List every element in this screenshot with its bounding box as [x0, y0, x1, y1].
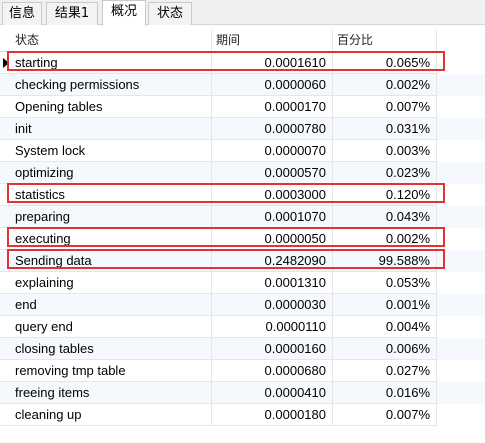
percent-cell[interactable]: 0.006%	[333, 338, 437, 360]
percent-cell[interactable]: 0.053%	[333, 272, 437, 294]
state-cell[interactable]: preparing	[11, 206, 212, 228]
percent-cell[interactable]: 0.004%	[333, 316, 437, 338]
percent-cell[interactable]: 0.065%	[333, 52, 437, 74]
table-row[interactable]: checking permissions 0.0000060 0.002%	[0, 74, 485, 96]
table-row[interactable]: Opening tables 0.0000170 0.007%	[0, 96, 485, 118]
state-cell[interactable]: explaining	[11, 272, 212, 294]
percent-cell[interactable]: 0.001%	[333, 294, 437, 316]
result-tab-bar: 信息 结果1 概况 状态	[0, 0, 485, 26]
table-row[interactable]: end 0.0000030 0.001%	[0, 294, 485, 316]
state-cell[interactable]: optimizing	[11, 162, 212, 184]
table-row[interactable]: starting 0.0001610 0.065%	[0, 52, 485, 74]
row-indicator[interactable]	[0, 272, 11, 294]
tab-status[interactable]: 状态	[148, 2, 192, 25]
column-header-state[interactable]: 状态	[11, 30, 212, 52]
state-cell[interactable]: end	[11, 294, 212, 316]
percent-cell[interactable]: 0.027%	[333, 360, 437, 382]
duration-cell[interactable]: 0.0000030	[212, 294, 333, 316]
row-indicator[interactable]	[0, 382, 11, 404]
row-indicator[interactable]	[0, 184, 11, 206]
row-indicator[interactable]	[0, 316, 11, 338]
state-cell[interactable]: executing	[11, 228, 212, 250]
percent-cell[interactable]: 0.120%	[333, 184, 437, 206]
percent-cell[interactable]: 0.031%	[333, 118, 437, 140]
duration-cell[interactable]: 0.0001070	[212, 206, 333, 228]
column-header-percent[interactable]: 百分比	[333, 30, 437, 52]
percent-cell[interactable]: 0.002%	[333, 228, 437, 250]
duration-cell[interactable]: 0.0000680	[212, 360, 333, 382]
table-row[interactable]: cleaning up 0.0000180 0.007%	[0, 404, 485, 426]
percent-cell[interactable]: 0.016%	[333, 382, 437, 404]
duration-cell[interactable]: 0.0000780	[212, 118, 333, 140]
table-row[interactable]: System lock 0.0000070 0.003%	[0, 140, 485, 162]
row-indicator[interactable]	[0, 404, 11, 426]
duration-cell[interactable]: 0.0001610	[212, 52, 333, 74]
percent-cell[interactable]: 0.003%	[333, 140, 437, 162]
state-cell[interactable]: checking permissions	[11, 74, 212, 96]
percent-cell[interactable]: 0.023%	[333, 162, 437, 184]
table-row[interactable]: Sending data 0.2482090 99.588%	[0, 250, 485, 272]
percent-cell[interactable]: 0.007%	[333, 404, 437, 426]
tab-profile[interactable]: 概况	[102, 0, 146, 26]
state-cell[interactable]: cleaning up	[11, 404, 212, 426]
state-cell[interactable]: Sending data	[11, 250, 212, 272]
table-row[interactable]: executing 0.0000050 0.002%	[0, 228, 485, 250]
duration-cell[interactable]: 0.0003000	[212, 184, 333, 206]
state-cell[interactable]: removing tmp table	[11, 360, 212, 382]
tab-info[interactable]: 信息	[2, 2, 42, 25]
duration-cell[interactable]: 0.0001310	[212, 272, 333, 294]
duration-cell[interactable]: 0.0000160	[212, 338, 333, 360]
duration-cell[interactable]: 0.0000060	[212, 74, 333, 96]
duration-cell[interactable]: 0.0000180	[212, 404, 333, 426]
duration-cell[interactable]: 0.0000110	[212, 316, 333, 338]
table-row[interactable]: preparing 0.0001070 0.043%	[0, 206, 485, 228]
row-indicator[interactable]	[0, 74, 11, 96]
table-row[interactable]: init 0.0000780 0.031%	[0, 118, 485, 140]
row-indicator[interactable]	[0, 96, 11, 118]
row-indicator[interactable]	[0, 338, 11, 360]
state-cell[interactable]: Opening tables	[11, 96, 212, 118]
percent-cell[interactable]: 0.007%	[333, 96, 437, 118]
table-row[interactable]: closing tables 0.0000160 0.006%	[0, 338, 485, 360]
state-cell[interactable]: System lock	[11, 140, 212, 162]
row-indicator[interactable]	[0, 294, 11, 316]
row-indicator[interactable]	[0, 162, 11, 184]
duration-cell[interactable]: 0.0000170	[212, 96, 333, 118]
state-cell[interactable]: closing tables	[11, 338, 212, 360]
state-cell[interactable]: query end	[11, 316, 212, 338]
table-row[interactable]: freeing items 0.0000410 0.016%	[0, 382, 485, 404]
table-row[interactable]: optimizing 0.0000570 0.023%	[0, 162, 485, 184]
duration-cell[interactable]: 0.0000570	[212, 162, 333, 184]
current-row-arrow-icon	[3, 58, 9, 68]
row-indicator[interactable]	[0, 360, 11, 382]
tab-result-1[interactable]: 结果1	[46, 2, 98, 25]
duration-cell[interactable]: 0.0000050	[212, 228, 333, 250]
percent-cell[interactable]: 99.588%	[333, 250, 437, 272]
percent-cell[interactable]: 0.002%	[333, 74, 437, 96]
table-row[interactable]: removing tmp table 0.0000680 0.027%	[0, 360, 485, 382]
table-row[interactable]: statistics 0.0003000 0.120%	[0, 184, 485, 206]
row-indicator[interactable]	[0, 228, 11, 250]
table-row[interactable]: query end 0.0000110 0.004%	[0, 316, 485, 338]
percent-cell[interactable]: 0.043%	[333, 206, 437, 228]
grid-header: 状态 期间 百分比	[0, 30, 485, 52]
table-row[interactable]: explaining 0.0001310 0.053%	[0, 272, 485, 294]
column-header-duration[interactable]: 期间	[212, 30, 333, 52]
state-cell[interactable]: freeing items	[11, 382, 212, 404]
duration-cell[interactable]: 0.0000070	[212, 140, 333, 162]
row-indicator[interactable]	[0, 118, 11, 140]
row-indicator[interactable]	[0, 140, 11, 162]
state-cell[interactable]: statistics	[11, 184, 212, 206]
row-indicator[interactable]	[0, 250, 11, 272]
row-indicator[interactable]	[0, 52, 11, 74]
state-cell[interactable]: init	[11, 118, 212, 140]
duration-cell[interactable]: 0.2482090	[212, 250, 333, 272]
duration-cell[interactable]: 0.0000410	[212, 382, 333, 404]
row-indicator-header	[0, 30, 11, 52]
row-indicator[interactable]	[0, 206, 11, 228]
state-cell[interactable]: starting	[11, 52, 212, 74]
